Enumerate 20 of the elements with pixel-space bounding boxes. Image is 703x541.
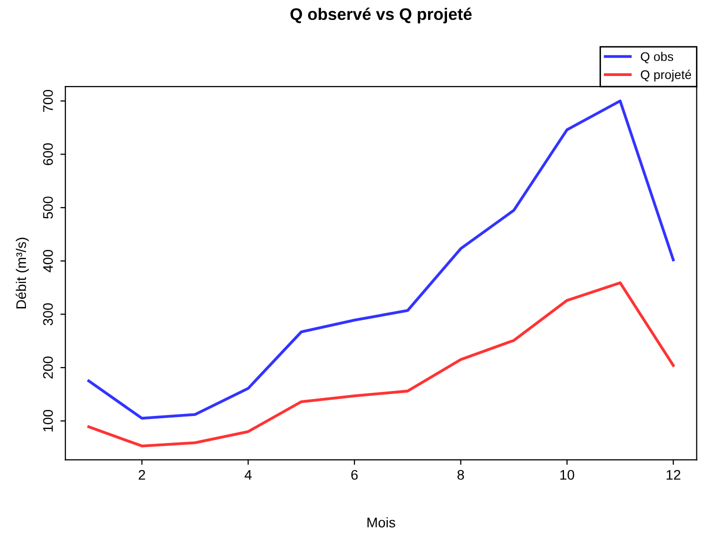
x-tick-label: 2 [138,470,146,480]
legend-label: Q obs [640,52,674,64]
chart-title: Q observé vs Q projeté [290,8,472,24]
y-tick-label: 200 [43,356,53,378]
x-axis-title: Mois [368,517,396,528]
y-tick-label: 500 [43,196,53,219]
line-series [87,281,675,448]
y-tick-label: 100 [43,410,53,432]
y-axis-title: Débit (m³/s) [16,238,29,308]
y-tick-label: 600 [43,143,53,166]
x-tick-label: 12 [666,470,680,480]
x-tick-label: 4 [244,470,252,480]
y-tick-label: 300 [43,303,53,326]
x-tick-label: 10 [560,470,574,480]
y-tick-label: 700 [43,90,53,112]
legend-label: Q projeté [640,70,692,82]
x-tick-label: 8 [457,470,464,480]
y-tick-label: 400 [43,250,53,272]
x-tick-label: 6 [351,470,358,480]
line-series [87,100,675,420]
